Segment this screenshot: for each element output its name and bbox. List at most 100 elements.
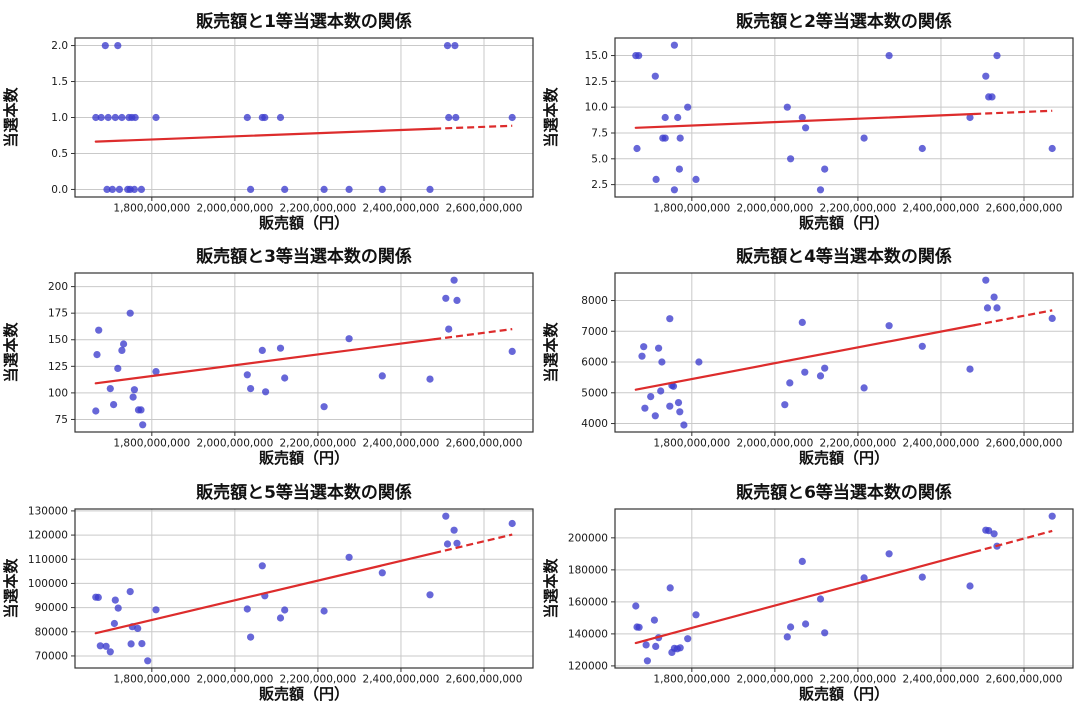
data-point	[990, 293, 998, 301]
data-point	[802, 124, 810, 132]
data-point	[1048, 144, 1056, 153]
data-point	[281, 185, 289, 193]
data-point	[243, 605, 251, 613]
data-point	[802, 620, 810, 628]
data-point	[115, 185, 123, 193]
x-tick-label: 2,200,000,000	[819, 438, 896, 450]
data-point	[798, 557, 806, 565]
data-point	[126, 588, 134, 596]
data-point	[138, 640, 146, 648]
data-point	[798, 113, 806, 122]
data-point	[674, 113, 682, 122]
data-point	[508, 347, 516, 355]
data-point	[783, 633, 791, 641]
data-point	[345, 553, 353, 561]
x-axis-label: 販売額（円）	[259, 449, 349, 467]
trend-line-dashed	[434, 124, 513, 130]
data-point	[860, 384, 868, 392]
data-point	[918, 144, 926, 153]
data-point	[816, 595, 825, 603]
y-axis-label: 当選本数	[542, 87, 560, 148]
y-tick-label: 100	[48, 387, 68, 399]
x-axis-label: 販売額（円）	[259, 214, 349, 232]
chart-background	[0, 480, 540, 720]
scatter-chart-1等: 1,800,000,000 2,000,000,000 2,200,000,000 2…	[0, 0, 540, 240]
y-tick-label: 120000	[28, 530, 68, 542]
data-point	[860, 574, 868, 582]
x-tick-label: 2,200,000,000	[819, 203, 896, 215]
plot-border	[74, 508, 534, 669]
x-tick-label: 2,600,000,000	[986, 203, 1063, 215]
x-tick-label: 2,600,000,000	[986, 438, 1063, 450]
chart-title: 販売額と5等当選本数の関係	[196, 482, 412, 503]
data-point	[661, 113, 669, 122]
chart-cell-tier2: 1,800,000,000 2,000,000,000 2,200,000,000 2…	[540, 0, 1080, 240]
x-tick-label: 2,200,000,000	[279, 674, 356, 686]
y-tick-label: 5.0	[591, 153, 608, 165]
data-point	[670, 186, 678, 194]
data-point	[443, 540, 452, 548]
y-tick-label: 140000	[568, 628, 608, 640]
x-tick-label: 2,200,000,000	[279, 438, 356, 450]
chart-cell-tier5: 1,800,000,000 2,000,000,000 2,200,000,000 2…	[0, 480, 540, 720]
trend-line-dashed	[974, 109, 1053, 116]
data-point	[261, 113, 269, 122]
chart-title: 販売額と2等当選本数の関係	[736, 11, 952, 32]
data-point	[129, 393, 137, 401]
data-point	[966, 365, 974, 373]
x-tick-label: 1,800,000,000	[653, 438, 730, 450]
data-point	[276, 344, 285, 352]
x-tick-label: 2,600,000,000	[446, 674, 523, 686]
data-point	[658, 358, 666, 366]
trend-line-dashed	[973, 309, 1053, 327]
y-tick-label: 130000	[28, 505, 68, 517]
data-point	[821, 629, 829, 637]
data-point	[635, 52, 643, 60]
data-point	[655, 344, 663, 352]
data-point	[453, 539, 461, 547]
data-point	[821, 165, 829, 173]
data-point	[885, 52, 893, 60]
data-point	[118, 346, 126, 354]
data-point	[110, 619, 118, 628]
data-point	[670, 41, 678, 49]
y-tick-label: 100000	[28, 578, 68, 590]
data-point	[643, 657, 651, 665]
data-point	[92, 113, 100, 122]
plot-border	[614, 37, 1074, 198]
data-point	[426, 185, 434, 193]
x-tick-label: 1,800,000,000	[113, 438, 190, 450]
data-point	[983, 304, 992, 312]
data-point	[93, 351, 101, 359]
data-point	[450, 276, 458, 284]
y-tick-label: 160000	[568, 596, 608, 608]
data-point	[666, 584, 674, 592]
chart-title: 販売額と4等当選本数の関係	[736, 246, 952, 267]
y-tick-label: 175	[48, 308, 68, 320]
data-point	[276, 113, 285, 122]
data-point	[657, 387, 665, 395]
y-tick-label: 75	[55, 414, 68, 426]
data-point	[632, 602, 640, 610]
x-tick-label: 1,800,000,000	[653, 674, 730, 686]
y-tick-label: 150	[48, 334, 68, 346]
y-tick-label: 2.5	[591, 179, 608, 191]
data-point	[885, 322, 893, 330]
data-point	[1048, 314, 1056, 322]
data-point	[442, 512, 450, 520]
data-point	[426, 375, 434, 383]
y-tick-label: 7000	[581, 326, 608, 338]
data-point	[118, 113, 126, 122]
x-tick-label: 2,000,000,000	[736, 203, 813, 215]
data-point	[92, 407, 100, 415]
data-point	[378, 569, 386, 577]
data-point	[684, 635, 692, 643]
data-point	[982, 276, 990, 284]
data-point	[661, 134, 669, 142]
x-tick-label: 2,000,000,000	[736, 438, 813, 450]
scatter-chart-4等: 1,800,000,000 2,000,000,000 2,200,000,000 2…	[540, 240, 1080, 480]
y-tick-label: 1.0	[51, 112, 68, 124]
data-point	[103, 185, 111, 193]
data-point	[676, 134, 684, 142]
trend-line	[94, 338, 436, 385]
